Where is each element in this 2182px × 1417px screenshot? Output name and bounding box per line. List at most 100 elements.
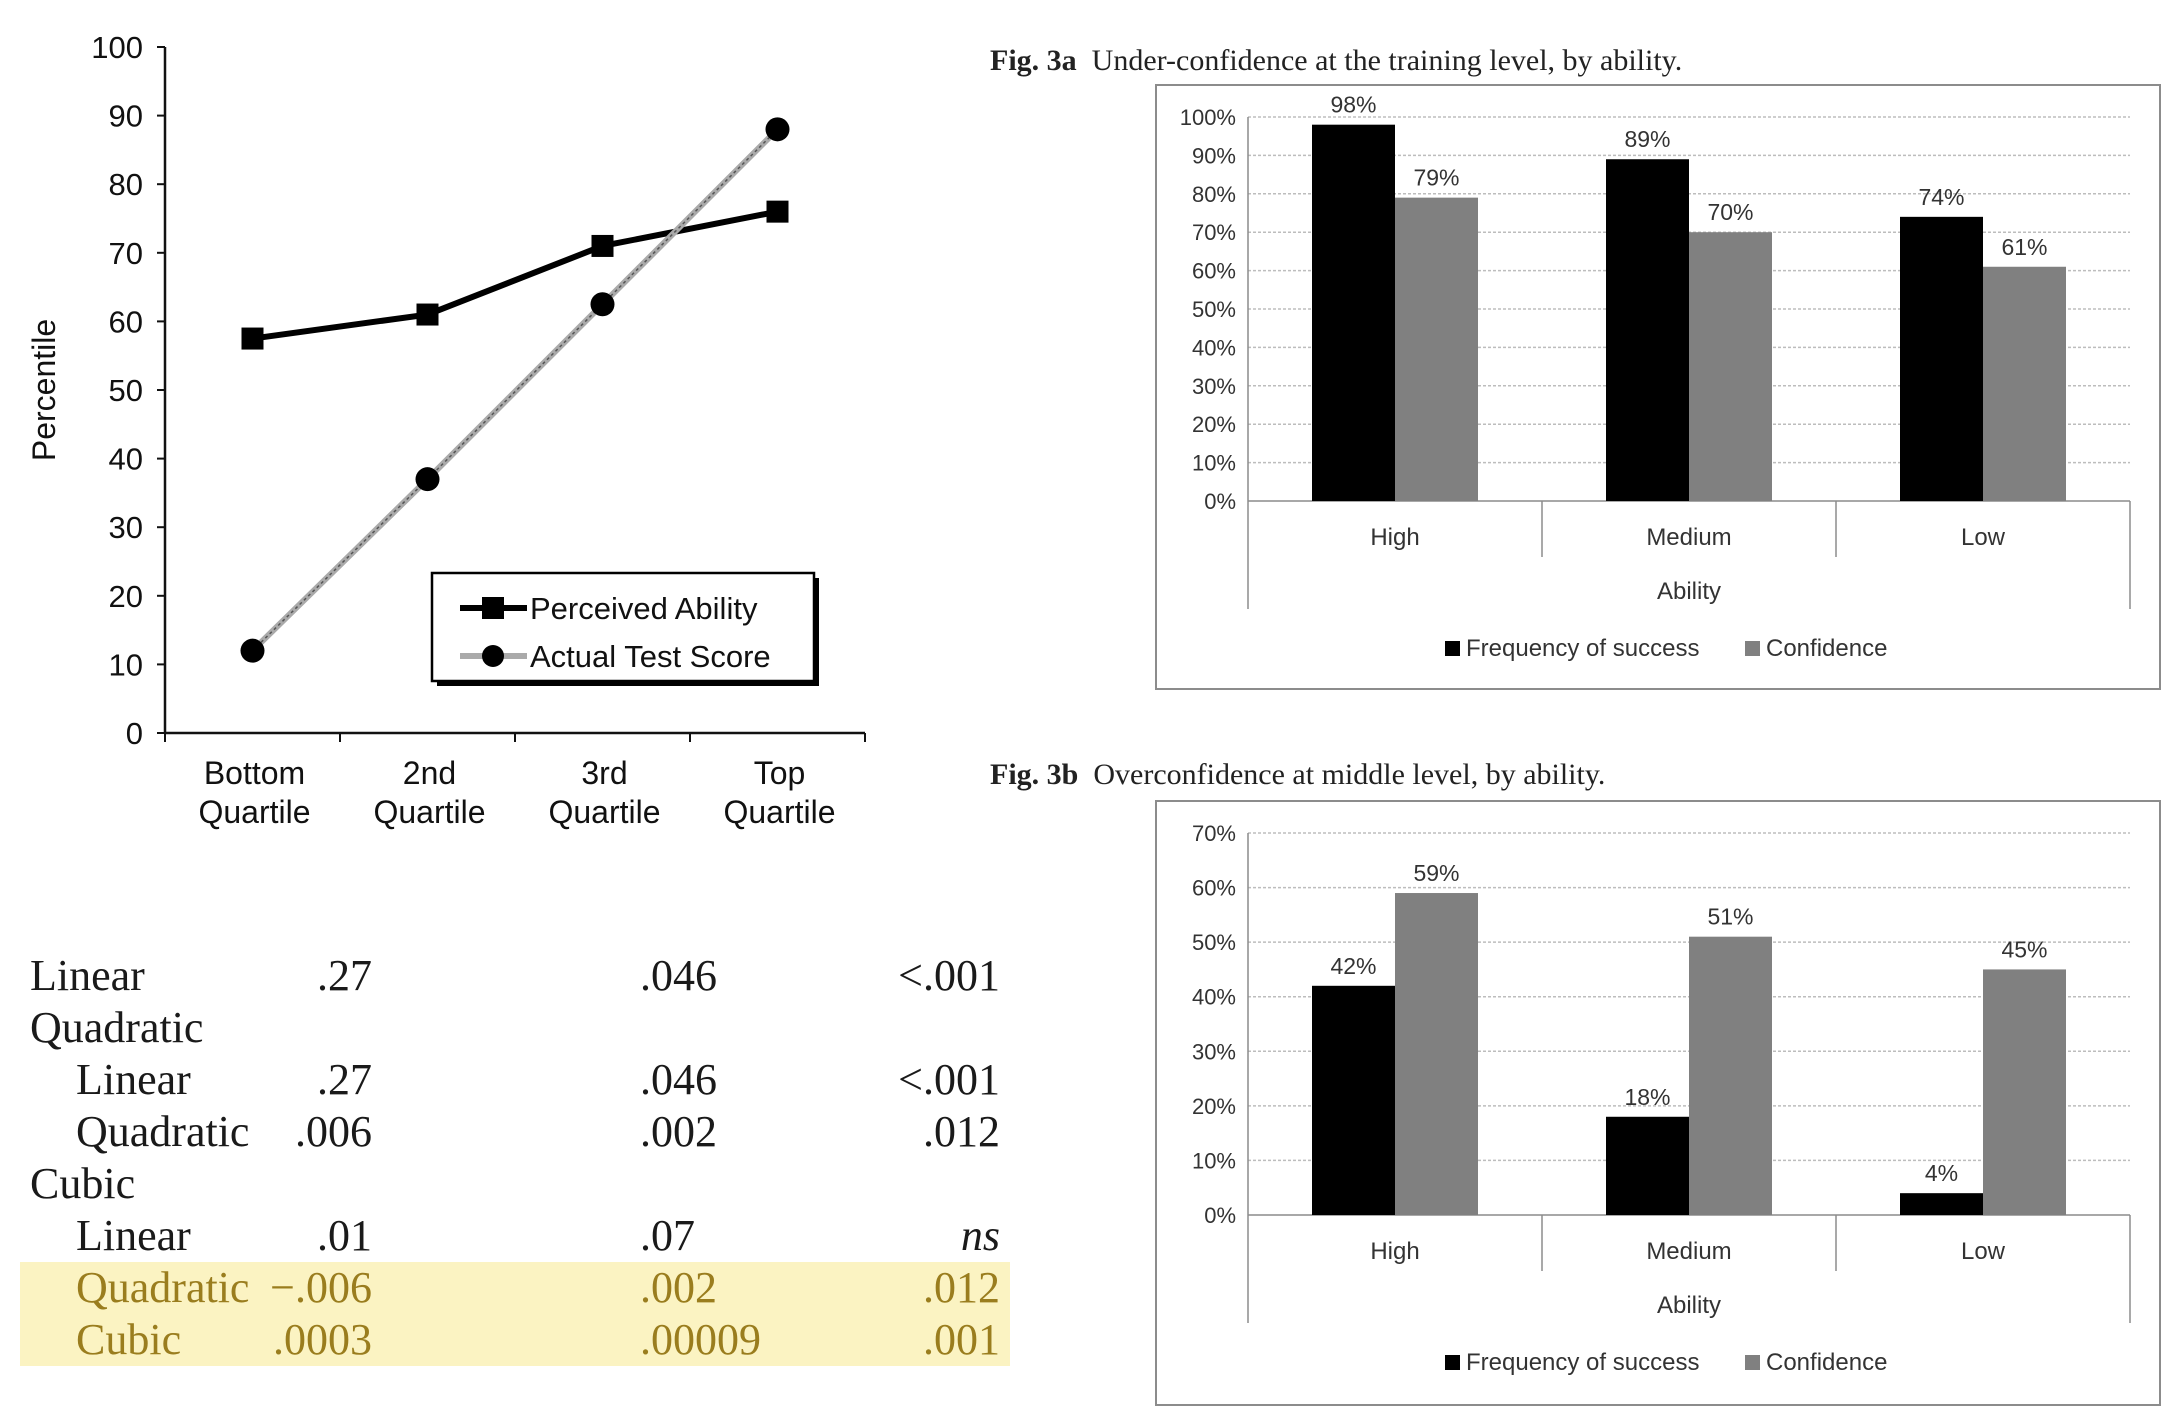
table-row: Cubic	[20, 1158, 1010, 1210]
legend-marker-square	[482, 597, 504, 619]
data-point-circle	[765, 117, 790, 142]
x-tick-label: High	[1370, 1238, 1419, 1265]
row-label: Linear	[30, 951, 145, 1000]
row-label: Quadratic	[76, 1107, 250, 1156]
x-tick-label: Top	[754, 755, 806, 791]
table-row: Quadratic	[20, 1002, 1010, 1054]
table-cell: .046	[640, 1055, 717, 1104]
y-tick-label: 50%	[1192, 930, 1236, 955]
data-label: 70%	[1707, 199, 1753, 225]
data-point-square	[591, 234, 614, 257]
table-cell: .27	[317, 951, 372, 1000]
y-tick-label: 0%	[1204, 1203, 1236, 1228]
row-label: Cubic	[30, 1159, 136, 1208]
fig-3a-caption: Fig. 3a Under-confidence at the training…	[990, 44, 1682, 78]
bar-chart-3b: 0% 10% 20% 30% 40% 50% 60% 70% 42% 59% High 18% 51% M…	[1155, 800, 2161, 1406]
y-tick-label: 20	[109, 579, 143, 614]
fig-3b-caption: Fig. 3b Overconfidence at middle level, …	[990, 758, 1605, 792]
table-cell: .012	[923, 1263, 1000, 1312]
fig-3b-title: Overconfidence at middle level, by abili…	[1093, 758, 1606, 791]
y-tick-label: 30	[109, 510, 143, 545]
legend-label: Actual Test Score	[530, 639, 771, 674]
x-tick-label: Quartile	[548, 794, 660, 830]
fig-3a-title: Under-confidence at the training level, …	[1091, 44, 1683, 77]
bar-confidence	[1395, 197, 1478, 501]
bar-frequency	[1606, 1116, 1689, 1215]
data-point-square	[766, 200, 789, 223]
y-tick-label: 70%	[1192, 220, 1236, 245]
bar-confidence	[1983, 969, 2066, 1215]
x-tick-label: Medium	[1646, 524, 1731, 551]
y-tick-label: 30%	[1192, 374, 1236, 399]
row-label: Linear	[76, 1055, 191, 1104]
table-cell: .002	[640, 1107, 717, 1156]
table-cell: <.001	[898, 1055, 1000, 1104]
y-tick-label: 10	[109, 647, 143, 682]
y-tick-label: 30%	[1192, 1039, 1236, 1064]
data-label: 79%	[1413, 165, 1459, 191]
row-label: Quadratic	[30, 1003, 204, 1052]
x-tick-label: Quartile	[723, 794, 835, 830]
data-point-circle	[590, 292, 615, 317]
legend-swatch-frequency	[1445, 1355, 1460, 1370]
table-cell: .0003	[273, 1315, 372, 1364]
bar-frequency	[1606, 159, 1689, 501]
row-label: Quadratic	[76, 1263, 250, 1312]
fig-3b-label: Fig. 3b	[990, 758, 1079, 791]
x-axis-title: Ability	[1657, 578, 1721, 605]
bar-confidence	[1689, 936, 1772, 1215]
data-label: 98%	[1330, 92, 1376, 118]
fig-3a-label: Fig. 3a	[990, 44, 1077, 77]
y-tick-label: 10%	[1192, 451, 1236, 476]
x-tick-label: Low	[1961, 1238, 2006, 1265]
table-row: Quadratic −.006 .002 .012	[20, 1262, 1010, 1314]
y-axis-title: Percentile	[26, 319, 62, 461]
legend-label: Confidence	[1766, 635, 1887, 662]
x-tick-label: Quartile	[198, 794, 310, 830]
data-label: 45%	[2001, 936, 2047, 962]
y-tick-label: 100%	[1180, 105, 1236, 130]
table-row: Cubic .0003 .00009 .001	[20, 1314, 1010, 1366]
data-label: 74%	[1918, 184, 1964, 210]
y-tick-label: 60%	[1192, 259, 1236, 284]
y-tick-label: 70	[109, 236, 143, 271]
table-cell: .00009	[640, 1315, 761, 1364]
x-tick-label: Bottom	[204, 755, 305, 791]
bar-confidence	[1983, 266, 2066, 501]
data-label: 18%	[1624, 1084, 1670, 1110]
table-cell: .07	[640, 1211, 695, 1260]
bar-frequency	[1312, 124, 1395, 502]
table-cell: .006	[295, 1107, 372, 1156]
series-line-perceived-ability	[252, 208, 779, 342]
regression-table: Linear .27.046 <.001 Quadratic Linear .27.046…	[20, 950, 1010, 1366]
data-label: 51%	[1707, 904, 1753, 930]
row-label: Cubic	[76, 1315, 182, 1364]
legend-label: Perceived Ability	[530, 591, 758, 626]
table-cell: .27	[317, 1055, 372, 1104]
y-tick-label: 20%	[1192, 1094, 1236, 1119]
line-chart: 0102030405060708090100BottomQuartile2ndQ…	[26, 30, 866, 830]
x-tick-label: 3rd	[581, 755, 627, 791]
table-cell: .01	[317, 1211, 372, 1260]
legend-swatch-frequency	[1445, 641, 1460, 656]
y-tick-label: 50	[109, 373, 143, 408]
y-tick-label: 10%	[1192, 1148, 1236, 1173]
bar-frequency	[1900, 1193, 1983, 1215]
legend-swatch-confidence	[1745, 641, 1760, 656]
x-axis-title: Ability	[1657, 1292, 1721, 1319]
y-tick-label: 60	[109, 304, 143, 339]
data-label: 89%	[1624, 126, 1670, 152]
legend-label: Frequency of success	[1466, 1349, 1699, 1376]
legend-swatch-confidence	[1745, 1355, 1760, 1370]
y-tick-label: 90	[109, 99, 143, 134]
bar-frequency	[1312, 985, 1395, 1215]
table-cell: −.006	[270, 1263, 372, 1312]
y-tick-label: 0	[126, 716, 143, 751]
y-tick-label: 20%	[1192, 412, 1236, 437]
y-tick-label: 100	[91, 30, 143, 65]
y-tick-label: 70%	[1192, 821, 1236, 846]
bar-chart-3a: 0% 10% 20% 30% 40% 50% 60% 70% 80% 90% 100% 98% 79% H…	[1155, 84, 2161, 690]
data-label: 4%	[1925, 1160, 1958, 1186]
table-row: Linear .27 .046 <.001	[20, 950, 1010, 1002]
data-point-square	[416, 303, 439, 326]
